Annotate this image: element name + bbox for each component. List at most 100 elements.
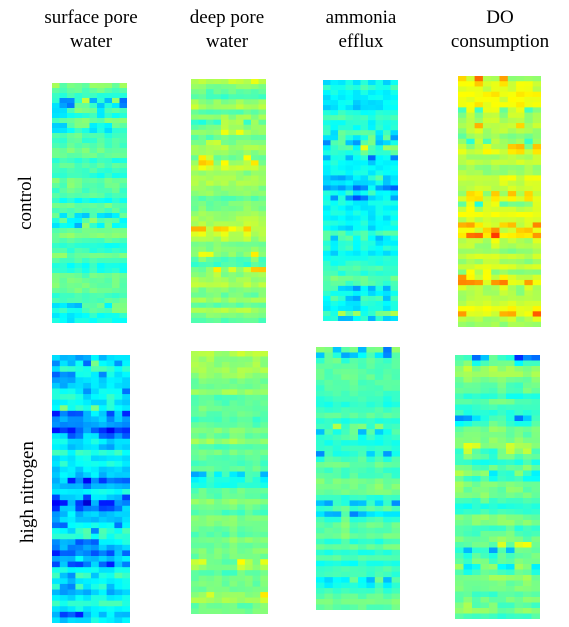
heatmap-cell	[122, 466, 130, 473]
heatmap-cell	[229, 498, 238, 506]
heatmap-cell	[531, 520, 540, 527]
heatmap-cell	[374, 401, 384, 408]
heatmap-cell	[524, 217, 534, 224]
heatmap-cell	[316, 423, 325, 430]
heatmap-cell	[349, 478, 359, 485]
heatmap-cell	[499, 222, 509, 229]
heatmap-cell	[341, 467, 351, 474]
heatmap-cell	[122, 382, 130, 390]
heatmap-cell	[360, 295, 369, 302]
heatmap-cell	[360, 155, 369, 161]
heatmap-cell	[353, 135, 362, 141]
heatmap-cell	[491, 269, 501, 276]
heatmap-cell	[390, 115, 398, 121]
heatmap-cell	[52, 198, 61, 204]
heatmap-cell	[75, 438, 84, 445]
heatmap-cell	[345, 315, 354, 321]
heatmap-cell	[332, 505, 342, 512]
heatmap-cell	[104, 288, 113, 294]
heatmap-cell	[375, 305, 384, 312]
heatmap-cell	[98, 567, 108, 574]
heatmap-cell	[383, 516, 393, 523]
heatmap-cell	[104, 208, 113, 214]
heatmap-cell	[532, 123, 541, 129]
heatmap-cell	[91, 377, 100, 384]
heatmap-cell	[191, 455, 200, 462]
heatmap-cell	[330, 115, 339, 121]
heatmap-cell	[366, 390, 376, 397]
heatmap-cell	[258, 251, 266, 258]
heatmap-cell	[91, 388, 100, 395]
heatmap-cell	[52, 153, 61, 159]
heatmap-cell	[514, 454, 524, 461]
heatmap-cell	[251, 185, 260, 192]
heatmap-cell	[497, 498, 507, 505]
heatmap-cell	[91, 561, 100, 568]
heatmap-cell	[523, 377, 533, 384]
heatmap-cell	[506, 437, 516, 444]
heatmap-cell	[506, 443, 516, 450]
heatmap-cell	[360, 125, 369, 131]
heatmap-cell	[206, 405, 215, 412]
heatmap-cell	[349, 533, 359, 540]
heatmap-cell	[191, 272, 200, 278]
heatmap-cell	[338, 130, 347, 136]
heatmap-cell	[480, 514, 490, 521]
heatmap-cell	[323, 215, 332, 222]
heatmap-cell	[458, 232, 467, 239]
heatmap-cell	[244, 597, 254, 604]
heatmap-cell	[97, 83, 106, 89]
heatmap-cell	[91, 366, 100, 373]
heatmap-cell	[251, 190, 260, 197]
heatmap-cell	[74, 138, 83, 144]
heatmap-cell	[480, 536, 490, 543]
heatmap-cell	[507, 232, 517, 239]
heatmap-cell	[251, 246, 260, 253]
heatmap-cell	[390, 290, 398, 297]
heatmap-cell	[106, 444, 115, 451]
heatmap-cell	[59, 238, 68, 244]
heatmap-cell	[82, 188, 91, 194]
heatmap-cell	[104, 298, 113, 304]
heatmap-cell	[221, 498, 231, 506]
heatmap-cell	[374, 571, 384, 578]
heatmap-cell	[114, 444, 123, 451]
heatmap-cell	[75, 522, 84, 529]
heatmap-cell	[75, 466, 84, 473]
heatmap-cell	[316, 396, 325, 403]
heatmap-cell	[74, 88, 83, 94]
heatmap-cell	[221, 597, 231, 604]
heatmap-cell	[237, 367, 246, 374]
heatmap-cell	[466, 112, 476, 119]
heatmap-cell	[330, 210, 339, 217]
heatmap-cell	[74, 248, 83, 254]
heatmap-cell	[59, 572, 69, 579]
heatmap-cell	[243, 150, 252, 156]
heatmap-cell	[59, 133, 68, 139]
heatmap-cell	[198, 592, 207, 599]
heatmap-cell	[112, 313, 121, 319]
heatmap-cell	[474, 112, 484, 119]
heatmap-cell	[391, 423, 400, 430]
heatmap-cell	[341, 588, 351, 595]
heatmap-cell	[458, 91, 467, 98]
heatmap-cell	[191, 416, 200, 423]
heatmap-cell	[198, 267, 207, 273]
heatmap-cell	[390, 210, 398, 217]
heatmap-cell	[374, 566, 384, 573]
heatmap-cell	[472, 355, 482, 362]
heatmap-cell	[474, 180, 484, 187]
heatmap-cell	[243, 140, 252, 146]
heatmap-cell	[506, 525, 516, 532]
heatmap-cell	[260, 592, 268, 599]
heatmap-cell	[360, 265, 369, 272]
heatmap-cell	[316, 440, 325, 447]
heatmap-cell	[75, 528, 84, 535]
heatmap-cell	[491, 123, 501, 129]
heatmap-cell	[243, 124, 252, 131]
heatmap-cell	[455, 404, 465, 411]
heatmap-cell	[330, 175, 339, 182]
heatmap-cell	[206, 302, 215, 309]
heatmap-cell	[191, 165, 200, 172]
heatmap-cell	[491, 91, 501, 98]
